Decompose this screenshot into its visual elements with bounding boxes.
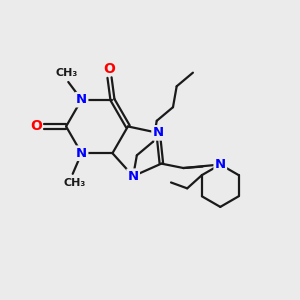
Text: N: N (153, 126, 164, 140)
Text: N: N (76, 93, 87, 106)
Text: O: O (103, 62, 116, 76)
Text: N: N (215, 158, 226, 171)
Text: N: N (76, 147, 87, 160)
Text: CH₃: CH₃ (56, 68, 78, 78)
Text: N: N (128, 170, 139, 183)
Text: O: O (30, 119, 42, 134)
Text: CH₃: CH₃ (63, 178, 85, 188)
